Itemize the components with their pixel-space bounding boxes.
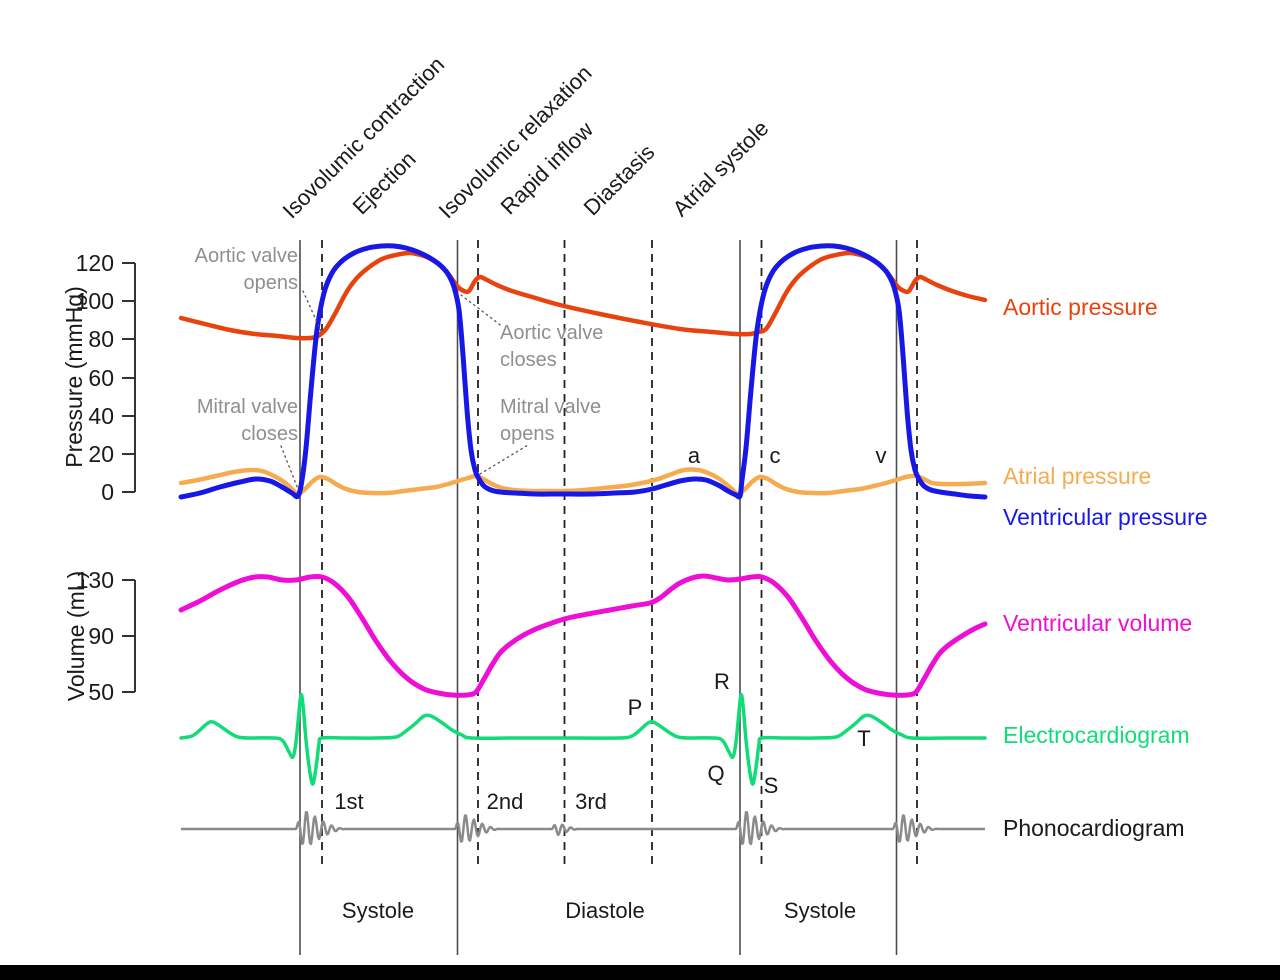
vertical-guides [299,240,918,955]
bottom-bar [0,965,1280,980]
aortic-valve-closes-leader [460,294,504,328]
mitral-valve-closes-leader [280,445,299,490]
mitral-valve-opens-leader [479,444,529,475]
axes [122,262,136,693]
annotation-leaders [280,290,529,490]
atrial-pressure-curve [178,467,988,497]
ventricular-volume-curve [178,573,988,698]
aortic-pressure-curve [178,250,988,341]
aortic-valve-opens-leader [302,290,322,332]
electrocardiogram-curve [179,693,987,786]
phonocardiogram-curve [180,811,986,846]
curves [178,243,988,846]
ventricular-pressure-curve [178,243,988,500]
